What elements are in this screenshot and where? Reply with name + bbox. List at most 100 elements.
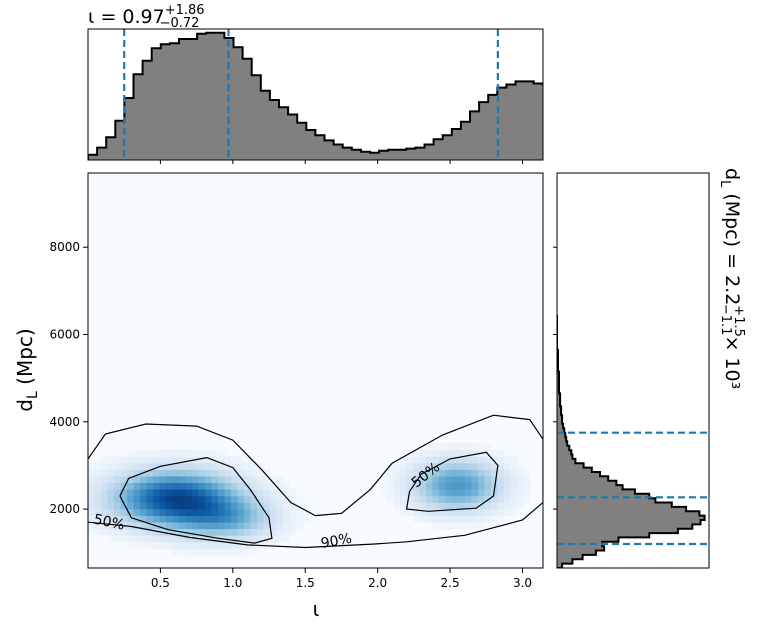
heatmap-cell (517, 489, 525, 497)
heatmap-cell (159, 535, 167, 543)
heatmap-cell (166, 495, 174, 503)
heatmap-cell (244, 489, 252, 497)
x-axis-ticks: 0.5 1.0 1.5 2.0 2.5 3.0 (151, 568, 532, 590)
heatmap-cell (107, 495, 115, 503)
top-marginal-panel: ι = 0.97+1.86 −0.72 (87, 3, 544, 164)
top-hist-bar (451, 128, 462, 160)
heatmap-cell (257, 535, 265, 543)
heatmap-cell (491, 475, 499, 484)
heatmap-cell (133, 456, 141, 464)
heatmap-cell (445, 442, 453, 451)
heatmap-cell (517, 502, 525, 510)
heatmap-cell (218, 482, 226, 490)
heatmap-cell (114, 535, 122, 543)
top-hist-bar (124, 97, 134, 160)
heatmap-cell (257, 462, 265, 470)
y-tick-label: 6000 (49, 327, 80, 341)
right-hist-bar (557, 454, 573, 460)
heatmap-cell (413, 489, 421, 497)
heatmap-cell (140, 449, 148, 457)
heatmap-cell (250, 502, 258, 510)
heatmap-cell (426, 489, 434, 497)
heatmap-cell (192, 502, 200, 510)
heatmap-cell (445, 482, 453, 490)
heatmap-cell (504, 502, 512, 510)
heatmap-cell (101, 469, 109, 477)
heatmap-cell (179, 489, 187, 497)
heatmap-cell (471, 442, 479, 451)
heatmap-cell (276, 528, 284, 536)
heatmap-cell (218, 489, 226, 497)
heatmap-cell (172, 482, 180, 490)
top-hist-bar (106, 137, 116, 160)
heatmap-cell (471, 475, 479, 484)
heatmap-cell (283, 521, 291, 530)
heatmap-cell (198, 462, 206, 470)
heatmap-cell (231, 548, 239, 556)
heatmap-cell (406, 482, 414, 490)
heatmap-cell (166, 521, 174, 530)
heatmap-cell (101, 475, 109, 484)
heatmap-cell (263, 515, 271, 523)
heatmap-cell (107, 528, 115, 536)
heatmap-cell (413, 469, 421, 477)
heatmap-cell (263, 502, 271, 510)
heatmap-cell (270, 495, 278, 503)
right-hist-bar (557, 415, 563, 420)
heatmap-cell (497, 502, 505, 510)
heatmap-cell (94, 489, 102, 497)
heatmap-cell (491, 515, 499, 523)
heatmap-cell (140, 541, 148, 549)
heatmap-cell (452, 502, 460, 510)
right-hist-bar (557, 458, 576, 464)
heatmap-cell (491, 469, 499, 477)
heatmap-cell (465, 515, 473, 523)
heatmap-cell (166, 482, 174, 490)
heatmap-cell (517, 462, 525, 470)
heatmap-cell (237, 469, 245, 477)
heatmap-cell (517, 495, 525, 503)
heatmap-cell (211, 456, 219, 464)
top-hist-bar (379, 150, 389, 160)
right-hist-bar (557, 410, 562, 416)
heatmap-cell (179, 495, 187, 503)
heatmap-cell (133, 449, 141, 457)
heatmap-cell (185, 528, 193, 536)
heatmap-cell (270, 541, 278, 549)
heatmap-cell (458, 521, 466, 530)
heatmap-cell (107, 508, 115, 516)
heatmap-cell (205, 462, 213, 470)
heatmap-cell (140, 528, 148, 536)
heatmap-cell (406, 489, 414, 497)
heatmap-cell (159, 449, 167, 457)
heatmap-cell (419, 502, 427, 510)
top-hist-bar (115, 120, 125, 160)
heatmap-cell (172, 489, 180, 497)
heatmap-cell (198, 449, 206, 457)
heatmap-cell (400, 489, 408, 497)
heatmap-cell (510, 456, 518, 464)
right-hist-bar (557, 393, 561, 399)
heatmap-cell (211, 462, 219, 470)
heatmap-cell (289, 489, 297, 497)
heatmap-cell (276, 535, 284, 543)
heatmap-cell (497, 475, 505, 484)
heatmap-cell (289, 508, 297, 516)
heatmap-cell (231, 475, 239, 484)
heatmap-cell (458, 515, 466, 523)
heatmap-cell (101, 456, 109, 464)
heatmap-cell (192, 489, 200, 497)
right-hist-bar (557, 423, 564, 429)
top-hist-bar (497, 87, 507, 160)
heatmap-cell (218, 508, 226, 516)
right-hist-bar (557, 524, 693, 530)
heatmap-cell (133, 469, 141, 477)
heatmap-cell (237, 541, 245, 549)
heatmap-cell (179, 462, 187, 470)
heatmap-cell (413, 449, 421, 457)
heatmap-cell (94, 462, 102, 470)
heatmap-cell (419, 462, 427, 470)
heatmap-cell (276, 495, 284, 503)
heatmap-cell (478, 442, 486, 451)
heatmap-cell (218, 541, 226, 549)
